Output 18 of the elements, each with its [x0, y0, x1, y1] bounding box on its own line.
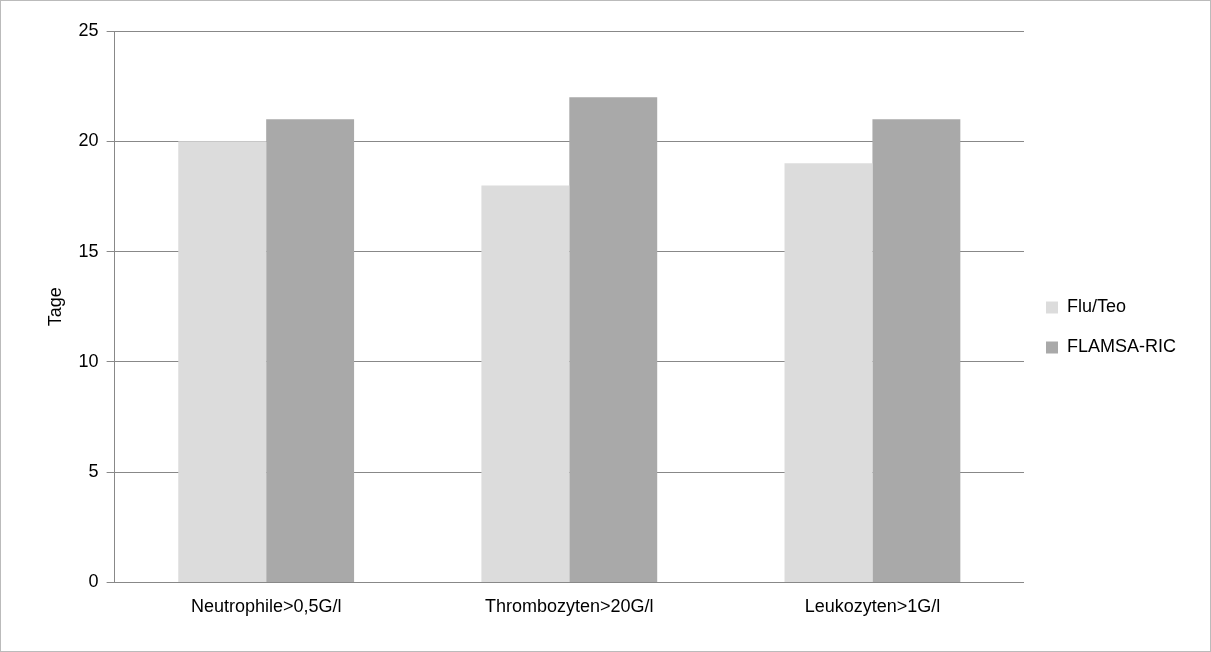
y-axis-title: Tage: [44, 287, 65, 327]
legend-label: Flu/Teo: [1066, 296, 1127, 317]
y-tick-label: 25: [78, 19, 99, 40]
bar: [266, 119, 355, 582]
y-tick-label: 20: [78, 130, 99, 151]
y-tick-label: 10: [78, 350, 99, 371]
legend-label: FLAMSA-RIC: [1066, 336, 1176, 357]
y-tick-label: 15: [78, 240, 99, 261]
bar: [872, 119, 961, 582]
bar: [481, 185, 570, 582]
y-tick-label: 5: [88, 461, 99, 482]
x-tick-label: Thrombozyten>20G/l: [485, 596, 654, 617]
bar: [784, 163, 873, 582]
bar: [178, 141, 267, 582]
y-tick-label: 0: [88, 571, 99, 592]
x-tick-label: Leukozyten>1G/l: [804, 596, 941, 617]
x-tick-label: Neutrophile>0,5G/l: [190, 596, 342, 617]
bar: [569, 97, 658, 582]
